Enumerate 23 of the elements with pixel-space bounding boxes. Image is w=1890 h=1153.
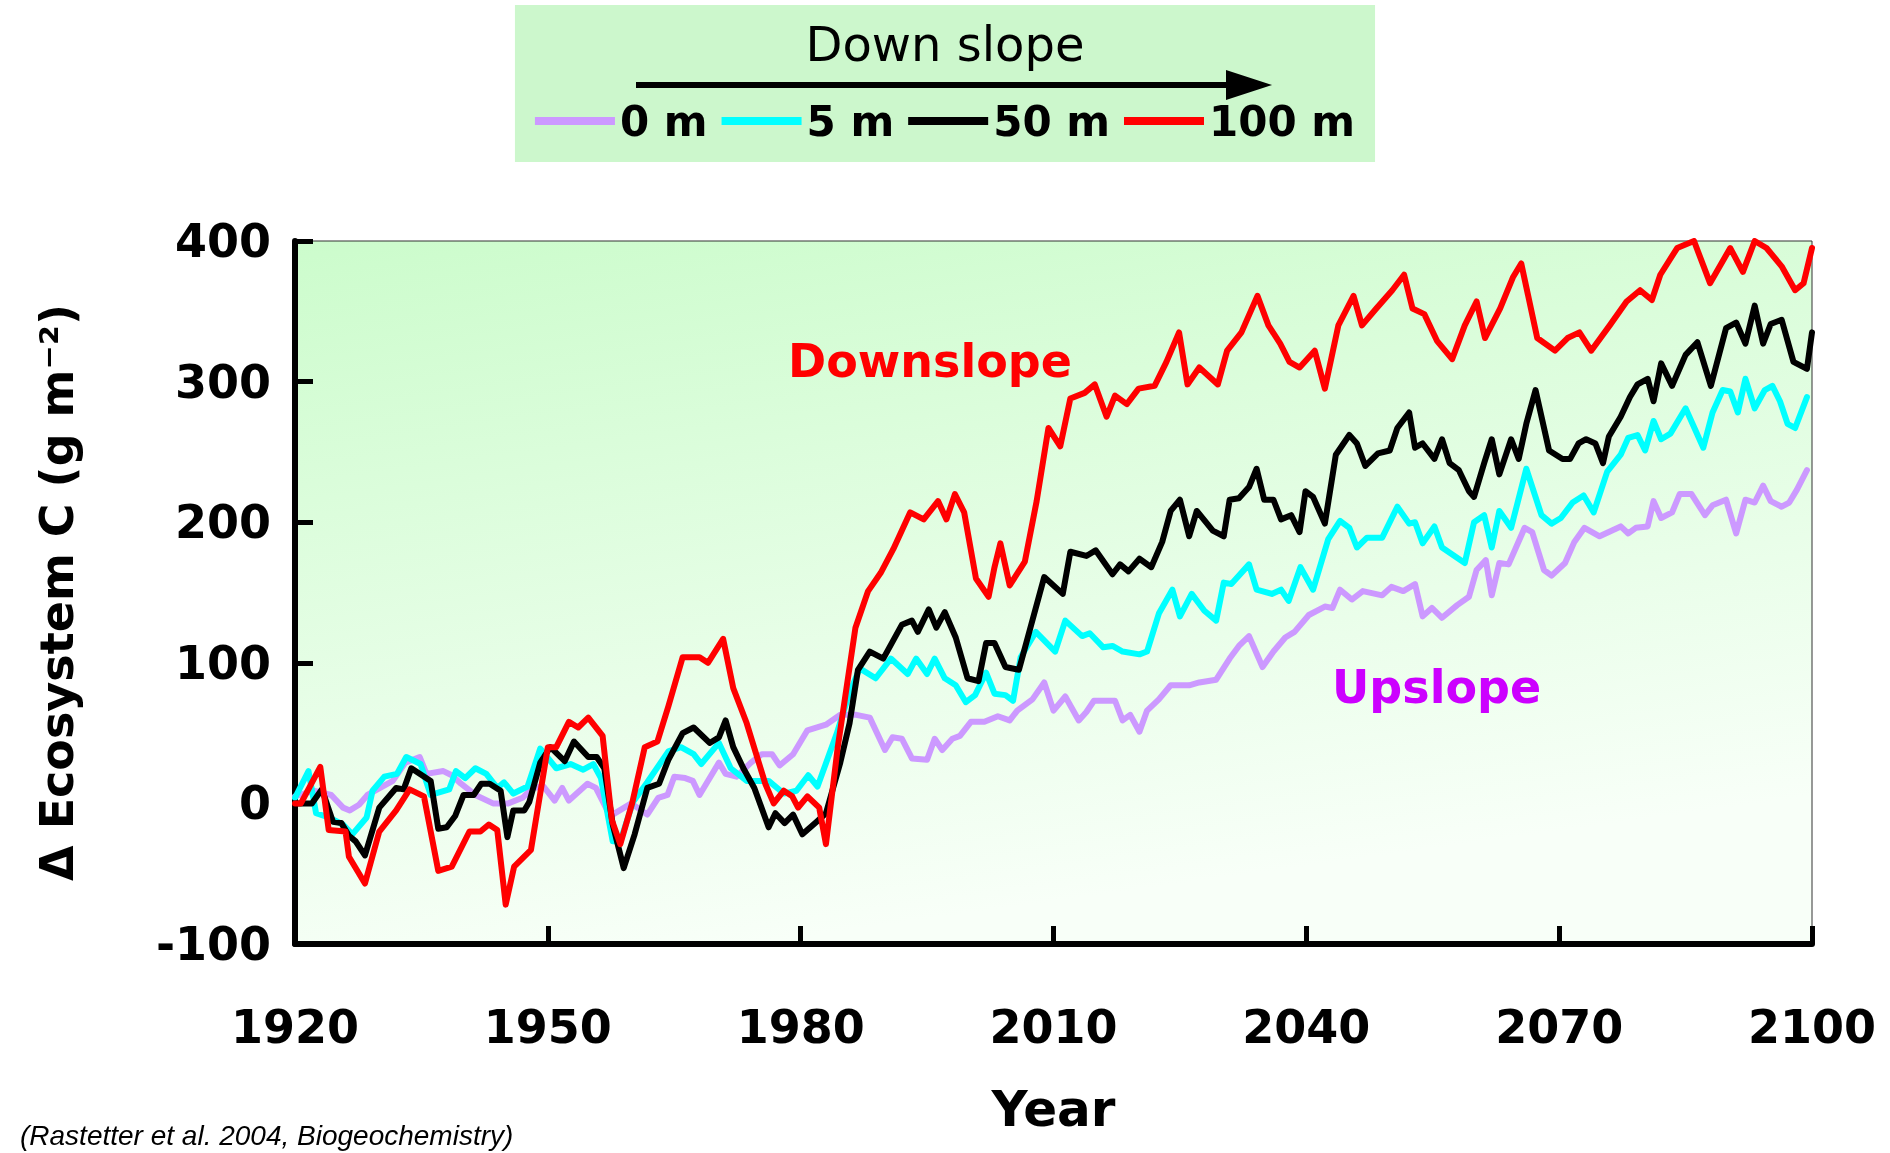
legend-label: 5 m xyxy=(806,96,895,146)
x-tick-label: 2070 xyxy=(1495,1000,1624,1054)
x-tick-label: 2100 xyxy=(1747,1000,1877,1054)
legend-label: 100 m xyxy=(1209,96,1356,146)
annotation: Downslope xyxy=(788,334,1072,388)
x-tick-label: 1980 xyxy=(736,1000,865,1054)
x-tick-label: 2010 xyxy=(989,1000,1118,1054)
y-tick-label: 400 xyxy=(174,214,271,268)
text: (Rastetter et al. 2004, Biogeochemistry) xyxy=(20,1119,514,1151)
x-axis-title: Year xyxy=(990,1080,1116,1138)
y-tick-label: -100 xyxy=(155,917,271,971)
legend-label: 50 m xyxy=(993,96,1111,146)
y-tick-label: 100 xyxy=(174,635,271,690)
y-axis-title: Δ Ecosystem C (g m⁻²) xyxy=(30,304,84,881)
x-tick-label: 1950 xyxy=(483,1000,612,1054)
x-tick-label: 2040 xyxy=(1242,1000,1371,1054)
y-tick-label: 200 xyxy=(174,495,271,550)
legend-label: 0 m xyxy=(619,96,708,146)
x-tick-label: 1920 xyxy=(230,1000,360,1054)
y-tick-label: 300 xyxy=(174,354,271,409)
annotation: Upslope xyxy=(1332,660,1542,714)
y-tick-label: 0 xyxy=(238,776,271,831)
legend-title: Down slope xyxy=(805,16,1085,72)
